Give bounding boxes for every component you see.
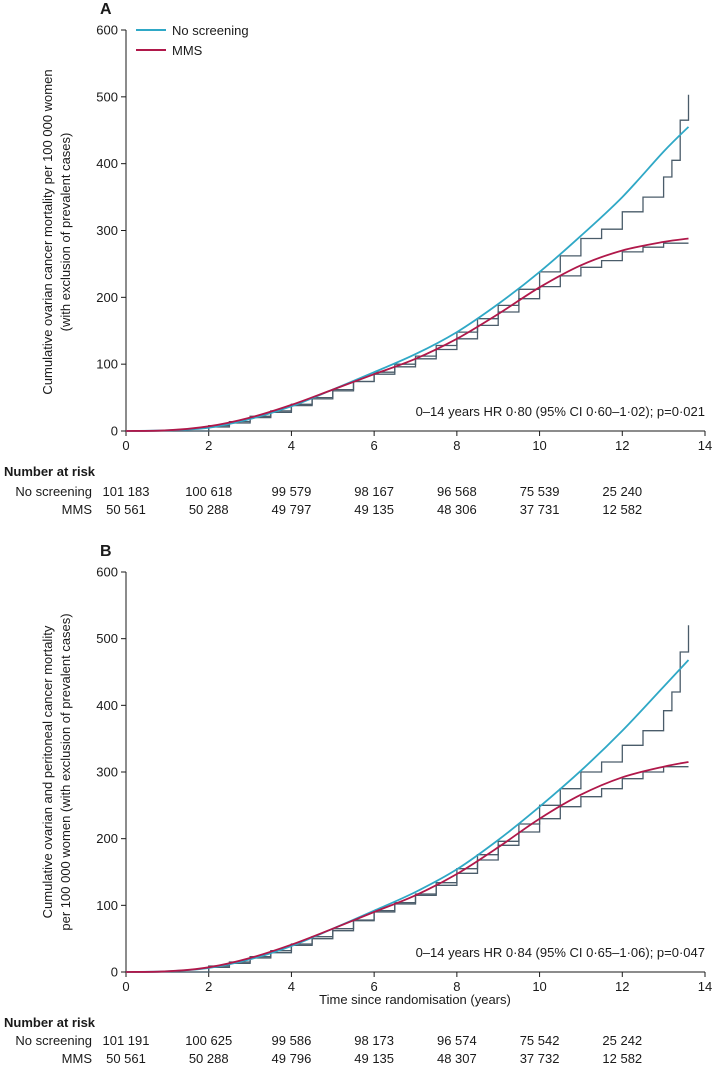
panel-a-y-tick-label: 300 [96, 223, 118, 238]
panel-b-risk-mms-value: 50 288 [189, 1051, 229, 1066]
panel-b-y-tick-label: 400 [96, 698, 118, 713]
panel-b-risk-no-screening-value: 100 625 [185, 1033, 232, 1048]
panel-a-risk-mms-value: 12 582 [602, 502, 642, 517]
panel-b-y-tick-label: 200 [96, 831, 118, 846]
panel-a-x-tick-label: 14 [698, 438, 712, 453]
panel-b-hazard-ratio: 0–14 years HR 0·84 (95% CI 0·65–1·06); p… [416, 945, 705, 960]
panel-a-y-tick-label: 100 [96, 357, 118, 372]
panel-a-risk-mms-value: 49 135 [354, 502, 394, 517]
panel-a-x-tick-label: 4 [288, 438, 295, 453]
panel-b-letter: B [100, 543, 112, 560]
panel-a: A Cumulative ovarian cancer mortality pe… [4, 1, 712, 517]
panel-b-y-tick-label: 600 [96, 565, 118, 580]
panel-b-x-tick-label: 14 [698, 979, 712, 994]
panel-a-risk-no-screening-value: 25 240 [602, 484, 642, 499]
panel-b-risk-no-screening-value: 101 191 [103, 1033, 150, 1048]
panel-b-risk-mms-value: 49 135 [354, 1051, 394, 1066]
panel-b-x-tick-label: 4 [288, 979, 295, 994]
panel-a-risk-no-screening-value: 75 539 [520, 484, 560, 499]
panel-b-x-tick-label: 12 [615, 979, 629, 994]
legend-mms-label: MMS [172, 43, 203, 58]
panel-a-y-tick-label: 400 [96, 156, 118, 171]
panel-a-risk-no-screening-value: 100 618 [185, 484, 232, 499]
panel-a-risk-label-no-screening: No screening [15, 484, 92, 499]
panel-b-y-tick-label: 100 [96, 898, 118, 913]
panel-a-risk-mms-value: 37 731 [520, 502, 560, 517]
panel-b-x-tick-label: 2 [205, 979, 212, 994]
panel-a-no-screening-fitted-curve [125, 126, 690, 432]
panel-a-letter: A [100, 1, 112, 18]
panel-b-risk-label-mms: MMS [62, 1051, 93, 1066]
panel-a-no-screening-km-step [126, 94, 690, 432]
panel-b-risk-no-screening-value: 25 242 [602, 1033, 642, 1048]
panel-b-risk-no-screening-value: 99 586 [272, 1033, 312, 1048]
panel-a-x-tick-label: 12 [615, 438, 629, 453]
panel-a-plot [125, 94, 690, 432]
panel-a-risk-mms-value: 50 561 [106, 502, 146, 517]
panel-a-risk-header: Number at risk [4, 464, 96, 479]
panel-a-x-tick-label: 8 [453, 438, 460, 453]
panel-a-x-tick-label: 10 [532, 438, 546, 453]
panel-a-ylabel-line-2: (with exclusion of prevalent cases) [58, 133, 73, 332]
panel-a-risk-mms-value: 48 306 [437, 502, 477, 517]
legend-no-screening-label: No screening [172, 23, 249, 38]
panel-b: B Cumulative ovarian and peritoneal canc… [4, 543, 712, 1066]
panel-b-no-screening-km-step [126, 625, 690, 973]
panel-a-x-tick-label: 2 [205, 438, 212, 453]
panel-a-risk-mms-value: 49 797 [272, 502, 312, 517]
panel-a-x-tick-label: 6 [371, 438, 378, 453]
panel-a-risk-mms-value: 50 288 [189, 502, 229, 517]
panel-a-y-tick-label: 200 [96, 290, 118, 305]
panel-a-axes: 0 100 200 300 400 500 600 0 2 4 6 8 10 12 14 [96, 23, 712, 454]
panel-b-y-tick-label: 500 [96, 631, 118, 646]
panel-b-x-tick-label: 10 [532, 979, 546, 994]
panel-b-risk-no-screening-value: 96 574 [437, 1033, 477, 1048]
panel-b-risk-mms-value: 37 732 [520, 1051, 560, 1066]
panel-b-ylabel-line-2: per 100 000 women (with exclusion of pre… [58, 613, 73, 930]
panel-b-no-screening-fitted-curve [125, 659, 690, 973]
panel-b-x-tick-label: 8 [453, 979, 460, 994]
panel-b-risk-header: Number at risk [4, 1015, 96, 1030]
panel-b-x-tick-label: 0 [122, 979, 129, 994]
panel-a-y-tick-label: 0 [111, 424, 118, 439]
x-axis-label: Time since randomisation (years) [319, 992, 511, 1007]
panel-a-risk-no-screening-value: 99 579 [272, 484, 312, 499]
panel-a-hazard-ratio: 0–14 years HR 0·80 (95% CI 0·60–1·02); p… [416, 404, 705, 419]
panel-b-plot [125, 625, 690, 973]
panel-a-risk-label-mms: MMS [62, 502, 93, 517]
panel-a-risk-no-screening-value: 96 568 [437, 484, 477, 499]
panel-a-risk-no-screening-value: 98 167 [354, 484, 394, 499]
panel-a-risk-no-screening-value: 101 183 [103, 484, 150, 499]
panel-b-risk-mms-value: 49 796 [272, 1051, 312, 1066]
panel-b-mms-km-step [126, 766, 689, 973]
panel-b-risk-mms-value: 50 561 [106, 1051, 146, 1066]
legend: No screening MMS [136, 23, 249, 58]
panel-b-x-tick-label: 6 [371, 979, 378, 994]
panel-b-risk-mms-value: 48 307 [437, 1051, 477, 1066]
panel-b-risk-no-screening-value: 98 173 [354, 1033, 394, 1048]
panel-a-mms-km-step [126, 242, 689, 432]
panel-a-mms-fitted-curve [125, 237, 689, 432]
panel-b-y-tick-label: 0 [111, 965, 118, 980]
panel-b-risk-no-screening-value: 75 542 [520, 1033, 560, 1048]
panel-a-y-tick-label: 600 [96, 23, 118, 38]
panel-b-ylabel-line-1: Cumulative ovarian and peritoneal cancer… [40, 625, 55, 918]
panel-b-mms-fitted-curve [125, 761, 689, 973]
panel-b-risk-label-no-screening: No screening [15, 1033, 92, 1048]
panel-b-axes: 0 100 200 300 400 500 600 0 2 4 6 8 10 12 14 [96, 565, 712, 995]
panel-b-risk-table: 101 191 50 561 100 625 50 288 99 586 49 796 98… [103, 1033, 643, 1066]
panel-a-x-tick-label: 0 [122, 438, 129, 453]
panel-a-y-tick-label: 500 [96, 89, 118, 104]
panel-a-ylabel-line-1: Cumulative ovarian cancer mortality per … [40, 69, 55, 394]
panel-a-risk-table: 101 183 50 561 100 618 50 288 99 579 49 797 98… [103, 484, 643, 517]
panel-b-risk-mms-value: 12 582 [602, 1051, 642, 1066]
panel-b-y-tick-label: 300 [96, 765, 118, 780]
